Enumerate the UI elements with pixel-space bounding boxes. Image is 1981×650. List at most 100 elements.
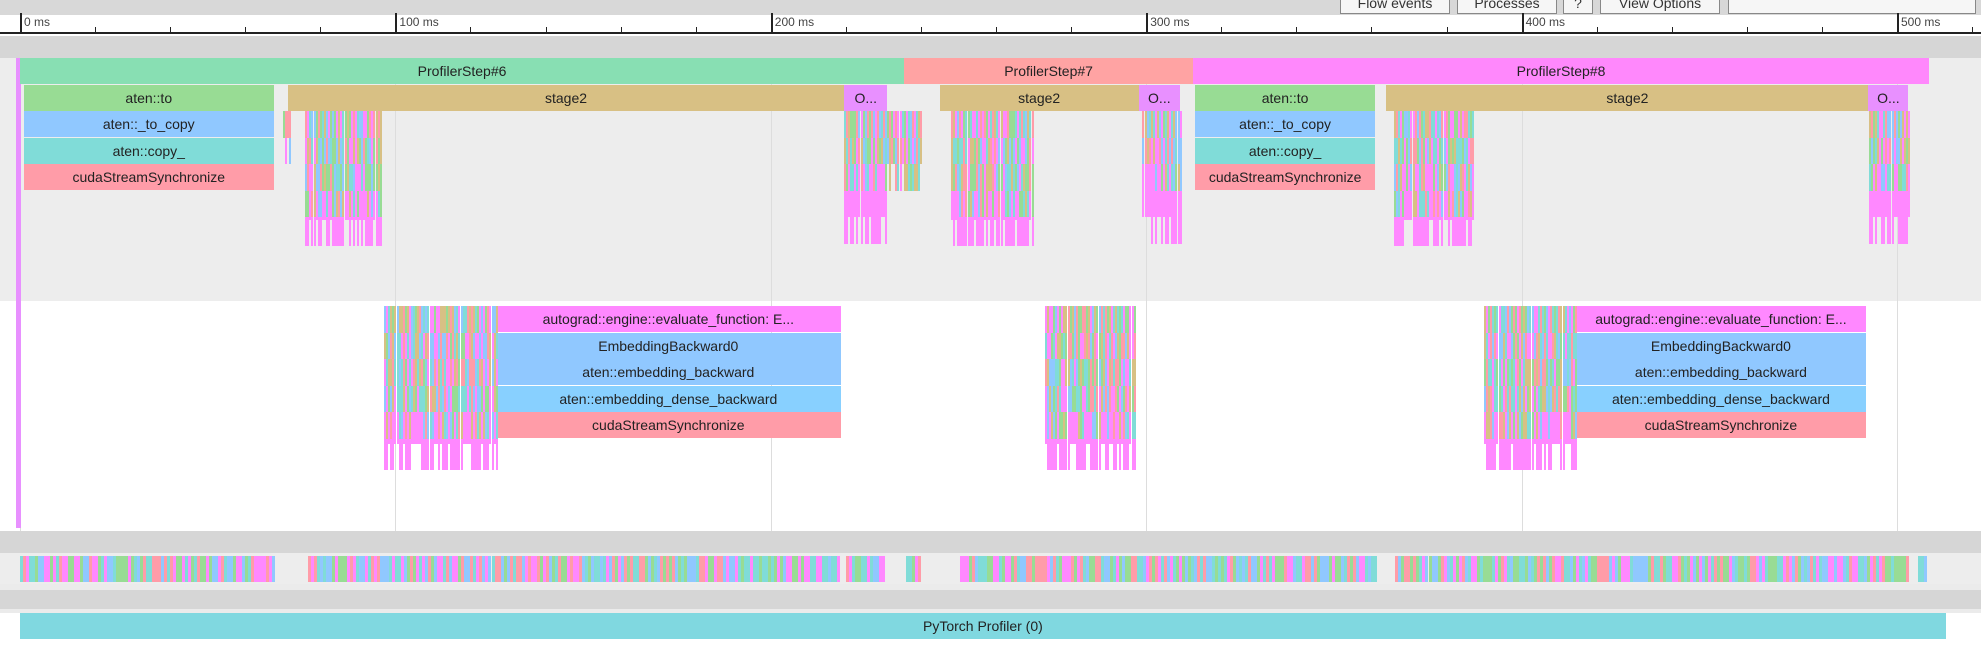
trace-event-slice[interactable] xyxy=(1053,306,1056,333)
trace-event-slice[interactable] xyxy=(336,190,339,217)
trace-event-slice[interactable] xyxy=(427,332,430,359)
trace-event-slice[interactable] xyxy=(1494,438,1497,471)
trace-event-slice[interactable] xyxy=(1891,137,1894,164)
trace-event-slice[interactable] xyxy=(392,359,395,386)
trace-event-slice[interactable] xyxy=(1525,412,1528,439)
trace-event-slice[interactable] xyxy=(1500,359,1503,386)
trace-event-slice[interactable] xyxy=(1133,412,1136,439)
trace-event-slice[interactable] xyxy=(1424,111,1427,138)
trace-event-slice[interactable] xyxy=(1426,164,1429,191)
pytorch-profiler-track[interactable]: PyTorch Profiler (0) xyxy=(20,613,1946,639)
trace-event-slice[interactable] xyxy=(1500,412,1503,439)
trace-event-slice[interactable] xyxy=(429,359,432,386)
trace-event-slice[interactable] xyxy=(1156,137,1159,164)
trace-event-slice[interactable] xyxy=(319,164,322,191)
trace-event-slice[interactable] xyxy=(1008,217,1011,247)
trace-event-slice[interactable] xyxy=(1044,412,1047,444)
trace-event-slice[interactable] xyxy=(856,111,859,138)
trace-event-slice[interactable] xyxy=(1543,438,1546,471)
trace-event-slice[interactable] xyxy=(1165,137,1168,164)
trace-event-slice[interactable] xyxy=(850,137,853,164)
trace-event-slice[interactable] xyxy=(406,385,409,412)
trace-event-slice[interactable] xyxy=(986,111,989,138)
trace-event-slice[interactable] xyxy=(427,359,430,386)
trace-event-slice[interactable] xyxy=(346,164,349,191)
trace-event-slice[interactable] xyxy=(858,137,861,164)
trace-event-slice[interactable] xyxy=(856,137,859,164)
trace-event-slice[interactable] xyxy=(1498,438,1501,471)
trace-event-slice[interactable] xyxy=(419,332,422,359)
trace-event-slice[interactable] xyxy=(1445,164,1448,191)
trace-event-slice[interactable] xyxy=(965,164,968,191)
trace-event-slice[interactable] xyxy=(897,111,900,138)
trace-event-slice[interactable] xyxy=(456,359,459,386)
trace-event-slice[interactable] xyxy=(1537,438,1540,471)
trace-event-slice[interactable] xyxy=(394,385,397,412)
trace-event-slice[interactable] xyxy=(1566,306,1569,333)
trace-event-slice[interactable] xyxy=(1870,111,1873,138)
trace-event-slice[interactable] xyxy=(967,164,970,191)
trace-event-slice[interactable] xyxy=(1057,332,1060,359)
trace-event-slice[interactable] xyxy=(325,217,328,247)
trace-event-slice[interactable] xyxy=(1908,164,1911,217)
trace-event-slice[interactable] xyxy=(371,137,374,164)
trace-event-slice[interactable] xyxy=(456,385,459,412)
trace-event-slice[interactable] xyxy=(959,111,962,138)
trace-event-slice[interactable] xyxy=(1169,137,1172,164)
trace-event-slice[interactable] xyxy=(1453,217,1456,247)
trace-event-slice[interactable] xyxy=(850,111,853,138)
trace-event-slice[interactable] xyxy=(367,190,370,217)
trace-event-slice[interactable] xyxy=(456,412,459,439)
trace-event-slice[interactable] xyxy=(1539,385,1542,412)
trace-event-slice[interactable] xyxy=(1086,306,1089,333)
trace-event-slice[interactable] xyxy=(1027,217,1030,247)
trace-event-slice[interactable] xyxy=(340,217,343,247)
trace-event-slice[interactable] xyxy=(1175,190,1178,244)
trace-event-slice[interactable] xyxy=(1098,438,1101,471)
trace-event-slice[interactable] xyxy=(1510,332,1513,359)
trace-event-slice[interactable] xyxy=(1512,412,1515,439)
trace-event-slice[interactable] xyxy=(1451,217,1454,247)
trace-event-slice[interactable] xyxy=(1150,164,1153,191)
trace-event-slice[interactable] xyxy=(1046,412,1049,439)
trace-event-slice[interactable] xyxy=(384,412,387,439)
trace-event-slice[interactable] xyxy=(1496,359,1499,386)
trace-event-slice[interactable] xyxy=(1435,217,1438,247)
trace-event-slice[interactable] xyxy=(400,438,403,471)
trace-event-slice[interactable] xyxy=(415,412,418,444)
trace-event-slice[interactable] xyxy=(1550,332,1553,359)
trace-event-slice[interactable] xyxy=(433,385,436,412)
trace-event-slice[interactable] xyxy=(1053,438,1056,471)
trace-event-slice[interactable] xyxy=(1400,217,1403,247)
trace-event-slice[interactable] xyxy=(450,332,453,359)
trace-event-slice[interactable] xyxy=(895,164,898,191)
trace-event-slice[interactable] xyxy=(1891,111,1894,138)
trace-event-slice[interactable] xyxy=(288,111,291,138)
trace-event-slice[interactable] xyxy=(421,359,424,386)
trace-event-slice[interactable] xyxy=(1171,137,1174,164)
trace-event-slice[interactable] xyxy=(454,412,457,439)
trace-event-slice[interactable] xyxy=(1510,412,1513,444)
trace-event-slice[interactable] xyxy=(1075,438,1078,471)
trace-event-slice[interactable] xyxy=(1055,438,1058,471)
trace-event-slice[interactable] xyxy=(371,190,374,217)
trace-event-slice[interactable] xyxy=(887,111,890,138)
trace-event-slice[interactable] xyxy=(1486,332,1489,359)
trace-event-slice[interactable] xyxy=(466,412,469,444)
trace-event-slice[interactable] xyxy=(911,137,914,164)
trace-event-slice[interactable] xyxy=(1031,164,1034,191)
trace-event-slice[interactable] xyxy=(1462,217,1465,247)
trace-event-slice[interactable] xyxy=(1512,306,1515,333)
trace-event-slice[interactable] xyxy=(1131,359,1134,386)
trace-event-slice[interactable] xyxy=(1029,137,1032,164)
trace-event-slice[interactable] xyxy=(996,137,999,164)
trace-event-slice[interactable] xyxy=(1053,332,1056,359)
trace-event-slice[interactable] xyxy=(1875,137,1878,164)
trace-event-slice[interactable] xyxy=(959,217,962,247)
trace-event[interactable]: aten::embedding_dense_backward xyxy=(496,385,841,412)
trace-event-slice[interactable] xyxy=(881,137,884,164)
trace-event-slice[interactable] xyxy=(1406,190,1409,220)
trace-event-slice[interactable] xyxy=(1541,332,1544,359)
trace-event-slice[interactable] xyxy=(1535,412,1538,439)
trace-event-slice[interactable] xyxy=(1568,385,1571,412)
